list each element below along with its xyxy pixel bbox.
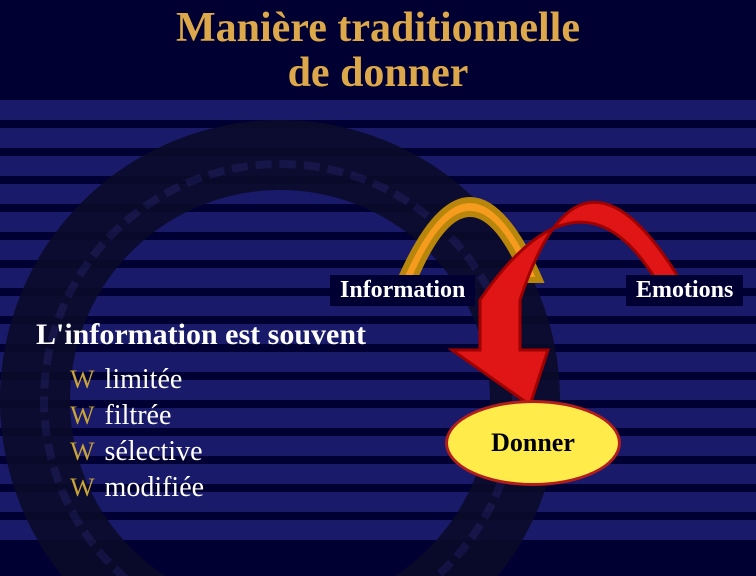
bullet-marker-icon: W xyxy=(70,473,95,502)
list-item: Wlimitée xyxy=(70,364,204,396)
bullet-marker-icon: W xyxy=(70,437,95,466)
donner-oval: Donner xyxy=(445,400,621,486)
list-item: Wfiltrée xyxy=(70,400,204,432)
subheading: L'information est souvent xyxy=(36,318,366,352)
bullet-list: WlimitéeWfiltréeWsélectiveWmodifiée xyxy=(70,360,204,508)
bullet-text: sélective xyxy=(105,436,203,467)
information-label: Information xyxy=(330,275,475,306)
bullet-text: filtrée xyxy=(105,400,172,431)
bullet-text: modifiée xyxy=(105,472,205,503)
list-item: Wsélective xyxy=(70,436,204,468)
emotions-label: Emotions xyxy=(626,275,743,306)
bullet-text: limitée xyxy=(105,364,183,395)
bullet-marker-icon: W xyxy=(70,401,95,430)
list-item: Wmodifiée xyxy=(70,472,204,504)
slide: Manière traditionnelle de donner Informa… xyxy=(0,0,756,576)
bullet-marker-icon: W xyxy=(70,365,95,394)
donner-label: Donner xyxy=(491,428,575,458)
